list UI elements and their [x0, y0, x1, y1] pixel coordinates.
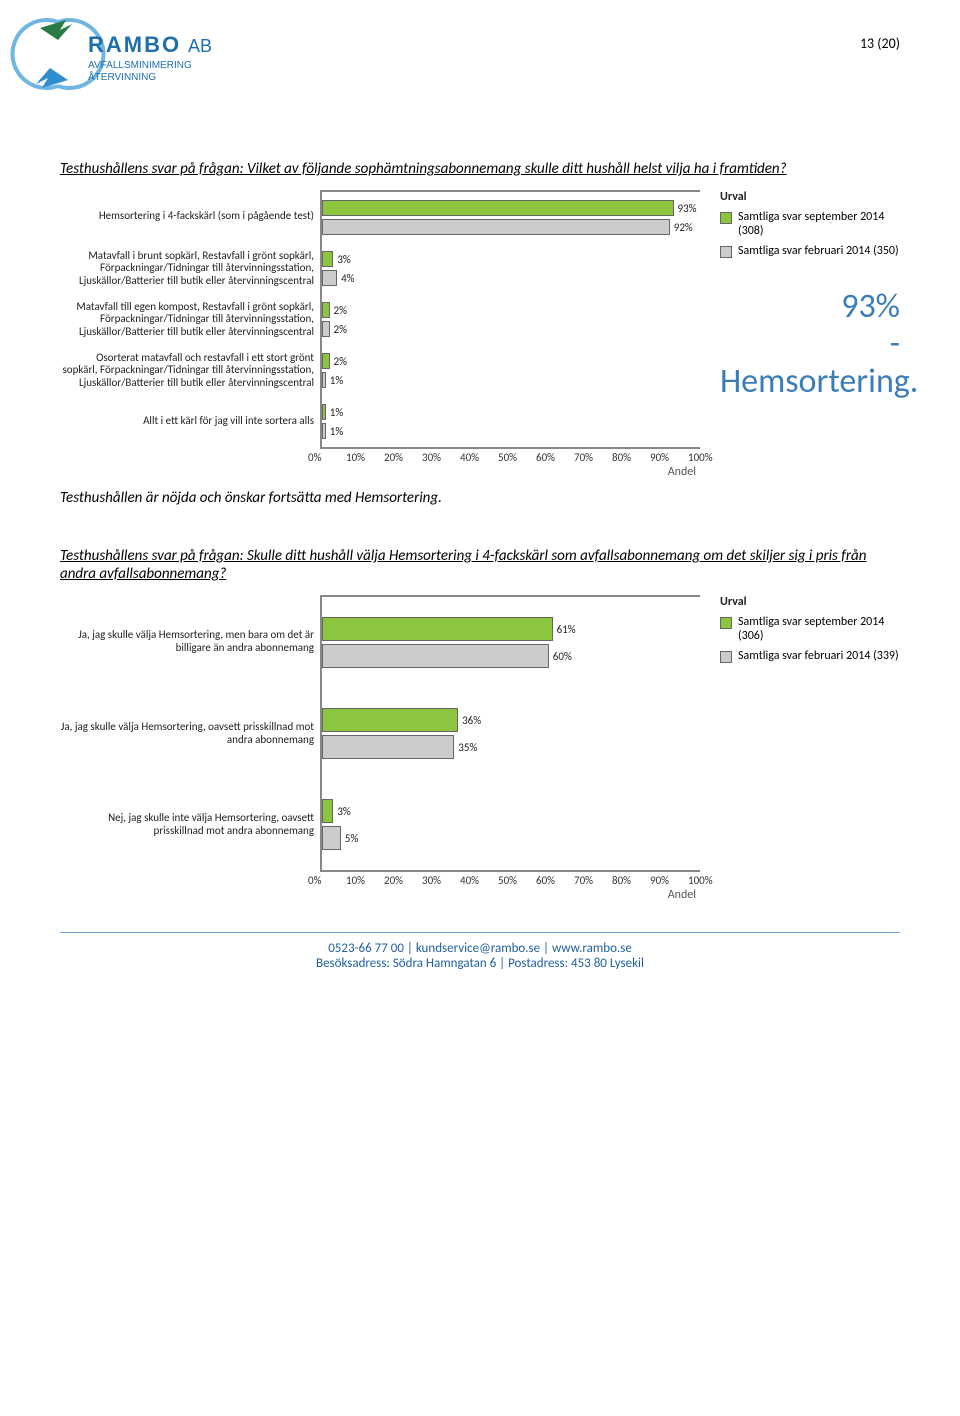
legend-text: Samtliga svar februari 2014 (350)	[738, 244, 899, 258]
chart-category-row: Nej, jag skulle inte välja Hemsortering,…	[60, 779, 700, 870]
bar	[322, 219, 670, 235]
legend-swatch	[720, 246, 732, 258]
svg-text:ÅTERVINNING: ÅTERVINNING	[88, 70, 156, 83]
legend-item: Samtliga svar september 2014 (306)	[720, 615, 900, 643]
bar-value: 2%	[334, 355, 347, 368]
note-1: Testhushållen är nöjda och önskar fortsä…	[60, 489, 900, 507]
category-label: Hemsortering i 4-fackskärl (som i pågåen…	[60, 190, 320, 243]
page-header: RAMBO AB AVFALLSMINIMERING ÅTERVINNING 1…	[60, 20, 900, 120]
bar-value: 1%	[330, 374, 343, 387]
bar-value: 5%	[345, 832, 358, 845]
legend-title: Urval	[720, 190, 900, 204]
legend-1: Urval Samtliga svar september 2014 (308)…	[720, 190, 900, 258]
chart-category-row: Ja, jag skulle välja Hemsortering, men b…	[60, 595, 700, 688]
bar	[322, 617, 553, 641]
page-footer: 0523-66 77 00 | kundservice@rambo.se | w…	[60, 932, 900, 971]
bar	[322, 353, 330, 369]
bar	[322, 251, 333, 267]
bar	[322, 826, 341, 850]
x-axis-label: Andel	[320, 888, 700, 902]
footer-line-1: 0523-66 77 00 | kundservice@rambo.se | w…	[60, 941, 900, 956]
legend-swatch	[720, 212, 732, 224]
footer-line-2: Besöksadress: Södra Hamngatan 6 | Postad…	[60, 956, 900, 971]
legend-swatch	[720, 617, 732, 629]
category-label: Nej, jag skulle inte välja Hemsortering,…	[60, 779, 320, 870]
legend-item: Samtliga svar februari 2014 (339)	[720, 649, 900, 663]
svg-text:AB: AB	[188, 36, 212, 56]
chart-1: Hemsortering i 4-fackskärl (som i pågåen…	[60, 190, 900, 479]
bar-value: 61%	[557, 623, 576, 636]
bar	[322, 644, 549, 668]
bar	[322, 735, 454, 759]
bar	[322, 708, 458, 732]
legend-text: Samtliga svar september 2014 (306)	[738, 615, 900, 643]
bar-value: 36%	[462, 714, 481, 727]
bar-value: 3%	[337, 805, 350, 818]
question-2: Testhushållens svar på frågan: Skulle di…	[60, 547, 900, 583]
bar	[322, 302, 330, 318]
bar-value: 93%	[678, 202, 697, 215]
bar	[322, 270, 337, 286]
chart-category-row: Ja, jag skulle välja Hemsortering, oavse…	[60, 688, 700, 779]
chart-category-row: Matavfall till egen kompost, Restavfall …	[60, 294, 700, 345]
chart-category-row: Matavfall i brunt sopkärl, Restavfall i …	[60, 243, 700, 294]
category-label: Matavfall i brunt sopkärl, Restavfall i …	[60, 243, 320, 294]
bar-value: 3%	[337, 253, 350, 266]
category-label: Matavfall till egen kompost, Restavfall …	[60, 294, 320, 345]
bar-value: 60%	[553, 650, 572, 663]
category-label: Allt i ett kärl för jag vill inte sorter…	[60, 396, 320, 447]
bar	[322, 404, 326, 420]
x-axis-label: Andel	[320, 465, 700, 479]
bar-value: 92%	[674, 221, 693, 234]
legend-text: Samtliga svar februari 2014 (339)	[738, 649, 899, 663]
chart-category-row: Osorterat matavfall och restavfall i ett…	[60, 345, 700, 396]
legend-item: Samtliga svar februari 2014 (350)	[720, 244, 900, 258]
bar	[322, 423, 326, 439]
category-label: Ja, jag skulle välja Hemsortering, oavse…	[60, 688, 320, 779]
bar-value: 2%	[334, 304, 347, 317]
callout: 93% - Hemsortering.	[720, 288, 900, 400]
chart-2: Ja, jag skulle välja Hemsortering, men b…	[60, 595, 900, 902]
bar-value: 35%	[458, 741, 477, 754]
bar	[322, 200, 674, 216]
legend-text: Samtliga svar september 2014 (308)	[738, 210, 900, 238]
bar-value: 2%	[334, 323, 347, 336]
legend-2: Urval Samtliga svar september 2014 (306)…	[720, 595, 900, 663]
category-label: Ja, jag skulle välja Hemsortering, men b…	[60, 595, 320, 688]
category-label: Osorterat matavfall och restavfall i ett…	[60, 345, 320, 396]
svg-text:AVFALLSMINIMERING: AVFALLSMINIMERING	[88, 60, 192, 71]
bar-value: 1%	[330, 406, 343, 419]
legend-swatch	[720, 651, 732, 663]
legend-item: Samtliga svar september 2014 (308)	[720, 210, 900, 238]
bar	[322, 321, 330, 337]
page-number: 13 (20)	[860, 35, 900, 52]
bar	[322, 372, 326, 388]
bar	[322, 799, 333, 823]
question-1: Testhushållens svar på frågan: Vilket av…	[60, 160, 900, 178]
svg-text:RAMBO: RAMBO	[88, 32, 181, 57]
chart-category-row: Allt i ett kärl för jag vill inte sorter…	[60, 396, 700, 447]
bar-value: 1%	[330, 425, 343, 438]
logo: RAMBO AB AVFALLSMINIMERING ÅTERVINNING	[10, 10, 220, 105]
legend-title: Urval	[720, 595, 900, 609]
chart-category-row: Hemsortering i 4-fackskärl (som i pågåen…	[60, 190, 700, 243]
bar-value: 4%	[341, 272, 354, 285]
